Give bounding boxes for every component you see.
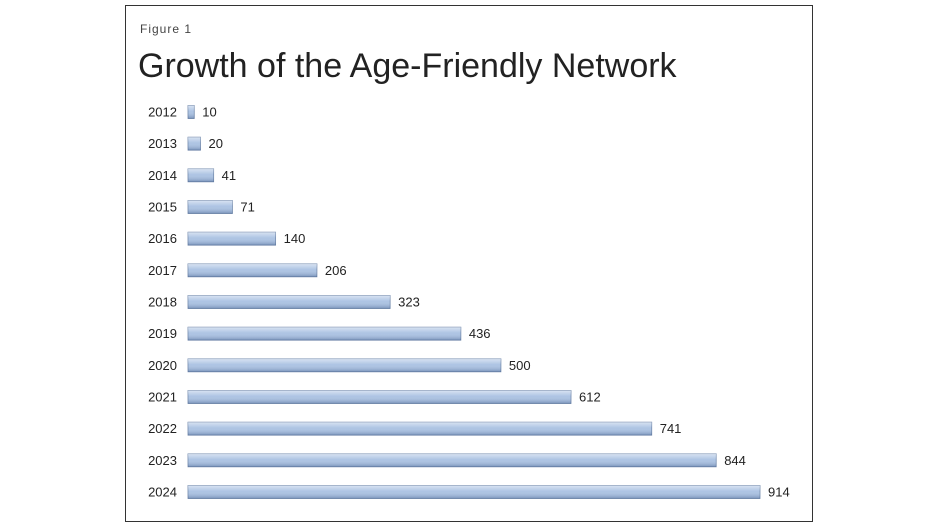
value-label: 914 (768, 484, 790, 499)
category-label: 2021 (148, 389, 177, 404)
bar-shade (188, 422, 652, 436)
bar-shade (188, 390, 572, 404)
value-label: 10 (202, 104, 216, 119)
category-label: 2013 (148, 136, 177, 151)
category-label: 2016 (148, 231, 177, 246)
value-label: 71 (240, 199, 254, 214)
bar-shade (188, 232, 276, 246)
value-label: 140 (284, 231, 306, 246)
category-label: 2023 (148, 453, 177, 468)
bar-shade (188, 485, 760, 499)
category-label: 2014 (148, 168, 177, 183)
bar-shade (188, 105, 195, 119)
bar-shade (188, 295, 391, 309)
category-label: 2019 (148, 326, 177, 341)
category-label: 2015 (148, 199, 177, 214)
chart-title: Growth of the Age-Friendly Network (138, 47, 678, 85)
bar-shade (188, 453, 717, 467)
value-label: 436 (469, 326, 491, 341)
value-label: 41 (222, 168, 236, 183)
value-label: 741 (660, 421, 682, 436)
value-label: 612 (579, 389, 601, 404)
category-label: 2020 (148, 358, 177, 373)
category-label: 2024 (148, 484, 177, 499)
value-label: 500 (509, 358, 531, 373)
category-label: 2017 (148, 263, 177, 278)
value-label: 20 (209, 136, 223, 151)
category-label: 2022 (148, 421, 177, 436)
category-label: 2012 (148, 104, 177, 119)
bar-shade (188, 263, 317, 277)
bar-shade (188, 358, 501, 372)
category-label: 2018 (148, 294, 177, 309)
bar-shade (188, 200, 233, 214)
bar-shade (188, 168, 214, 182)
value-label: 844 (724, 453, 746, 468)
bar-shade (188, 137, 201, 151)
figure-label: Figure 1 (140, 22, 192, 36)
bar-shade (188, 327, 461, 341)
value-label: 206 (325, 263, 347, 278)
value-label: 323 (398, 294, 420, 309)
